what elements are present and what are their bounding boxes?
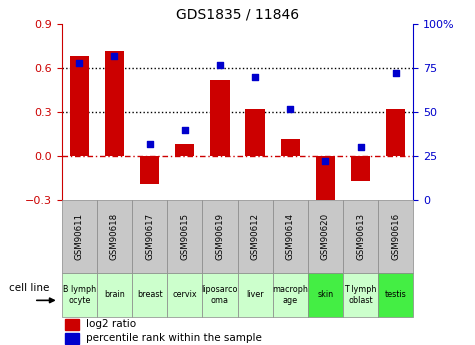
Bar [105, 51, 124, 156]
Text: liposarco
oma: liposarco oma [202, 285, 238, 305]
Text: brain: brain [104, 290, 125, 299]
Text: GSM90620: GSM90620 [321, 213, 330, 260]
Bar [167, 273, 202, 317]
Text: GSM90613: GSM90613 [356, 213, 365, 260]
Bar [308, 273, 343, 317]
Bar [140, 156, 159, 184]
Text: GSM90616: GSM90616 [391, 213, 400, 260]
Bar [175, 145, 194, 156]
Bar [308, 200, 343, 273]
Point [322, 159, 329, 164]
Point [111, 53, 118, 59]
Point [181, 127, 189, 132]
Bar [238, 273, 273, 317]
Text: GSM90617: GSM90617 [145, 213, 154, 260]
Bar [210, 80, 229, 156]
Bar [132, 273, 167, 317]
Bar [202, 200, 238, 273]
Bar [132, 200, 167, 273]
Text: log2 ratio: log2 ratio [86, 319, 136, 329]
Text: GSM90614: GSM90614 [286, 213, 294, 260]
Bar [70, 57, 89, 156]
Bar [238, 200, 273, 273]
Text: GSM90615: GSM90615 [180, 213, 189, 260]
Bar [65, 319, 79, 330]
Bar [386, 109, 405, 156]
Bar [343, 273, 378, 317]
Bar [273, 200, 308, 273]
Bar [97, 200, 132, 273]
Title: GDS1835 / 11846: GDS1835 / 11846 [176, 8, 299, 22]
Point [392, 71, 399, 76]
Text: breast: breast [137, 290, 162, 299]
Bar [202, 273, 238, 317]
Text: GSM90618: GSM90618 [110, 213, 119, 260]
Point [216, 62, 224, 67]
Bar [351, 156, 370, 181]
Bar [246, 109, 265, 156]
Text: GSM90612: GSM90612 [251, 213, 259, 260]
Point [76, 60, 83, 66]
Text: B lymph
ocyte: B lymph ocyte [63, 285, 96, 305]
Bar [62, 273, 97, 317]
Bar [62, 200, 97, 273]
Bar [316, 156, 335, 209]
Text: T lymph
oblast: T lymph oblast [344, 285, 377, 305]
Bar [273, 273, 308, 317]
Point [357, 145, 364, 150]
Text: GSM90611: GSM90611 [75, 213, 84, 260]
Point [286, 106, 294, 111]
Bar [97, 273, 132, 317]
Text: liver: liver [246, 290, 264, 299]
Bar [343, 200, 378, 273]
Point [251, 74, 259, 80]
Bar [281, 139, 300, 156]
Bar [65, 333, 79, 344]
Text: testis: testis [385, 290, 407, 299]
Text: percentile rank within the sample: percentile rank within the sample [86, 333, 262, 343]
Text: cervix: cervix [172, 290, 197, 299]
Point [146, 141, 153, 147]
Text: cell line: cell line [9, 283, 50, 293]
Bar [167, 200, 202, 273]
Bar [378, 273, 413, 317]
Text: GSM90619: GSM90619 [216, 213, 224, 260]
Text: skin: skin [317, 290, 333, 299]
Bar [378, 200, 413, 273]
Text: macroph
age: macroph age [272, 285, 308, 305]
